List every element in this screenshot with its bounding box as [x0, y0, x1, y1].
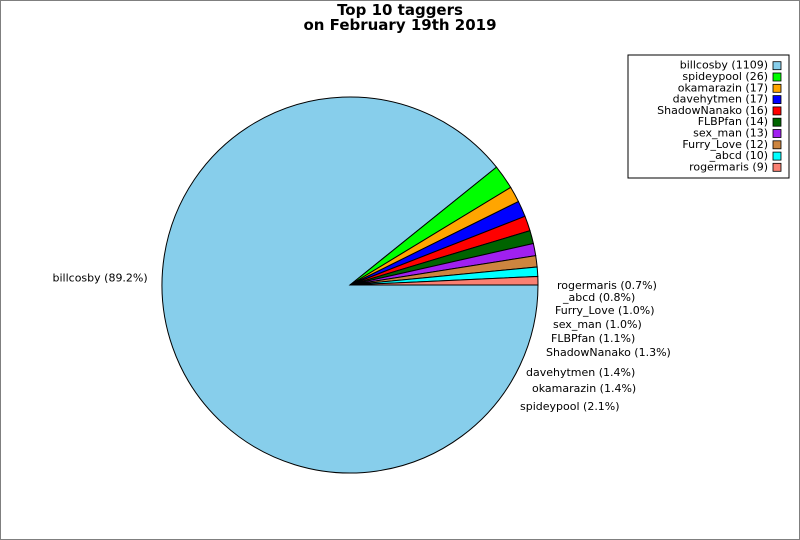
slice-label-furry-love: Furry_Love (1.0%) — [555, 304, 655, 317]
slice-label-shadownanako: ShadowNanako (1.3%) — [546, 346, 671, 359]
legend-swatch-davehytmen — [772, 95, 782, 104]
legend-swatch-billcosby — [772, 61, 782, 71]
legend-label-rogermaris: rogermaris (9) — [689, 160, 768, 173]
legend-label-shadownanako: ShadowNanako (16) — [657, 104, 768, 117]
legend-label-okamarazin: okamarazin (17) — [678, 81, 768, 94]
chart-title-line2: on February 19th 2019 — [303, 16, 497, 34]
chart-title-line1: Top 10 taggers — [337, 1, 463, 19]
slice-label-billcosby: billcosby (89.2%) — [53, 271, 148, 284]
legend-swatch-flbpfan — [772, 117, 782, 127]
legend-label-billcosby: billcosby (1109) — [680, 59, 768, 72]
chart-title: Top 10 taggers on February 19th 2019 — [0, 3, 800, 33]
legend-swatch-furry-love — [772, 140, 782, 150]
pie-slices — [161, 96, 539, 474]
legend-label-sex-man: sex_man (13) — [693, 127, 768, 140]
legend-label-davehytmen: davehytmen (17) — [673, 93, 768, 106]
legend-label-flbpfan: FLBPfan (14) — [698, 115, 768, 128]
pie-slice-rogermaris — [349, 275, 539, 286]
legend-swatch-abcd — [772, 151, 782, 161]
slice-label-spideypool: spideypool (2.1%) — [520, 400, 620, 413]
legend-swatch-sex-man — [772, 129, 782, 138]
legend-swatch-okamarazin — [772, 83, 782, 93]
legend-swatch-rogermaris — [772, 162, 782, 172]
slice-label-sex-man: sex_man (1.0%) — [553, 318, 642, 331]
legend-box — [627, 54, 790, 179]
legend-label-spideypool: spideypool (26) — [682, 70, 768, 83]
slice-label-davehytmen: davehytmen (1.4%) — [526, 366, 635, 379]
slice-label-okamarazin: okamarazin (1.4%) — [532, 382, 636, 395]
legend-label-furry-love: Furry_Love (12) — [682, 138, 768, 151]
slice-label-flbpfan: FLBPfan (1.1%) — [551, 332, 635, 345]
slice-label-abcd: _abcd (0.8%) — [562, 291, 635, 304]
slice-label-rogermaris: rogermaris (0.7%) — [557, 279, 657, 292]
pie-labels: billcosby (89.2%) spideypool (2.1%) okamar… — [53, 271, 671, 413]
legend-swatch-shadownanako — [772, 106, 782, 116]
legend-swatch-spideypool — [772, 72, 782, 82]
legend-label-abcd: _abcd (10) — [709, 149, 768, 162]
legend: billcosby (1109)spideypool (26)okamarazi… — [627, 54, 790, 179]
